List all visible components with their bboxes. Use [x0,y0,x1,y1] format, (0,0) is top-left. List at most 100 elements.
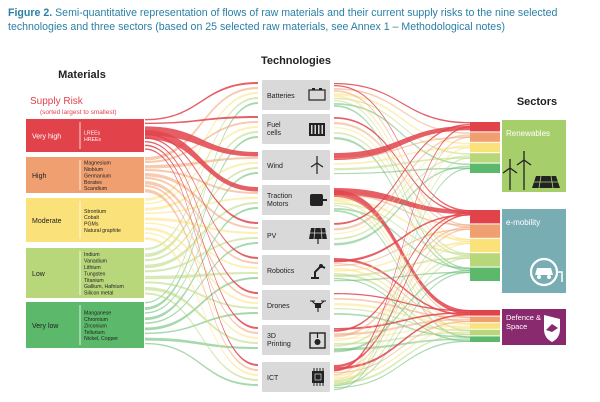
chip-icon [312,368,324,386]
flow-tech-to-sector [334,210,470,338]
flow-material-to-tech [145,136,258,310]
sector-risk-bar [470,210,500,281]
flow-tech-to-sector [334,273,470,336]
sector-label: Renewables [506,129,550,138]
risk-group-box [26,198,144,242]
technology-label: Robotics [267,268,295,275]
flow-tech-to-sector [334,93,470,145]
flow-material-to-tech [145,342,258,386]
sector-risk-segment [470,253,500,267]
fuel-cell-icon [309,123,325,136]
technology-label: ICT [267,375,279,382]
material-name: LREEs [84,131,101,137]
technology-node: Wind [262,150,330,180]
material-name: Cobalt [84,215,100,221]
flow-tech-to-sector [334,198,470,241]
flow-tech-to-sector [334,132,470,257]
technology-label: Fuel cells [267,122,282,137]
motor-icon [310,194,327,206]
flow-tech-to-sector [334,103,470,166]
flow-tech-to-sector [334,312,470,330]
flow-material-to-tech [145,181,258,299]
flow-tech-to-sector [334,313,470,338]
flow-tech-to-sector [334,320,470,374]
technology-node: PV [262,220,330,250]
technology-node: Drones [262,290,330,320]
sector-risk-segment [470,142,500,153]
technology-box [262,220,330,250]
flow-tech-to-sector [334,90,470,226]
flow-tech-to-sector [334,146,470,165]
flow-tech-to-sector [334,340,470,389]
flow-tech-to-sector [334,100,470,255]
flow-material-to-tech [145,292,258,381]
technology-node: Traction Motors [262,185,330,215]
flow-tech-to-sector [334,331,470,345]
flow-tech-to-sector [334,136,470,160]
material-name: Chromium [84,317,108,323]
technologies-header: Technologies [261,55,331,67]
flow-material-to-tech [145,97,258,251]
flow-tech-to-sector [334,165,470,246]
flow-material-to-tech [145,131,258,258]
material-name: Germanium [84,173,111,179]
flow-tech-to-sector [334,203,470,255]
technology-box [262,362,330,392]
flow-tech-to-sector [334,214,470,263]
material-name: Lithium [84,265,101,271]
technology-label: 3D Printing [267,333,291,348]
material-name: Tellurium [84,330,105,336]
risk-group-box [26,157,144,193]
flow-material-to-tech [145,148,258,366]
technology-node: ICT [262,362,330,392]
sector-risk-segment [470,122,500,132]
flow-tech-to-sector [334,242,470,272]
flow-tech-to-sector [334,190,470,315]
flow-tech-to-sector [334,333,470,385]
sector-risk-segment [470,238,500,253]
flow-tech-to-sector [334,144,470,235]
flow-material-to-tech [145,137,258,259]
material-name: Silicon metal [84,291,113,297]
flow-material-to-tech [145,177,258,264]
flow-tech-to-sector [334,126,470,372]
risk-group-label: Low [32,271,46,278]
flow-material-to-tech [145,172,258,314]
sector-risk-segment [470,163,500,173]
flow-material-to-tech [145,312,258,335]
material-name: Magnesium [84,161,111,167]
flow-tech-to-sector [334,271,470,282]
sector-risk-segment [470,224,500,238]
material-name: Gallium, Hafnium [84,284,124,290]
flow-material-to-tech [145,286,258,344]
flow-material-to-tech [145,281,258,309]
flow-material-to-tech [145,197,258,215]
flow-tech-to-sector [334,257,470,278]
flow-layer [145,82,470,391]
sector-risk-segment [470,323,500,329]
flow-tech-to-sector [334,338,470,351]
flow-tech-to-sector [334,314,470,370]
flow-material-to-tech [145,272,258,280]
flow-tech-to-sector [334,146,470,381]
material-name: Niobium [84,167,103,173]
flow-material-to-tech [145,337,258,349]
supply-risk-subtitle: (sorted largest to smallest) [40,109,117,116]
flow-tech-to-sector [334,193,470,226]
sector-risk-segment [470,153,500,163]
flow-tech-to-sector [334,228,470,267]
flow-material-to-tech [145,222,258,269]
flow-tech-to-sector [334,157,470,387]
risk-group-label: High [32,173,47,180]
technology-box [262,150,330,180]
sector-risk-bar [470,122,500,173]
technology-node: 3D Printing [262,325,330,355]
electric-car-icon [529,257,563,287]
flow-tech-to-sector [334,88,470,134]
technology-node: Fuel cells [262,114,330,144]
material-name: Borates [84,180,102,186]
technology-label: Traction Motors [267,193,292,208]
flow-tech-to-sector [334,157,470,171]
